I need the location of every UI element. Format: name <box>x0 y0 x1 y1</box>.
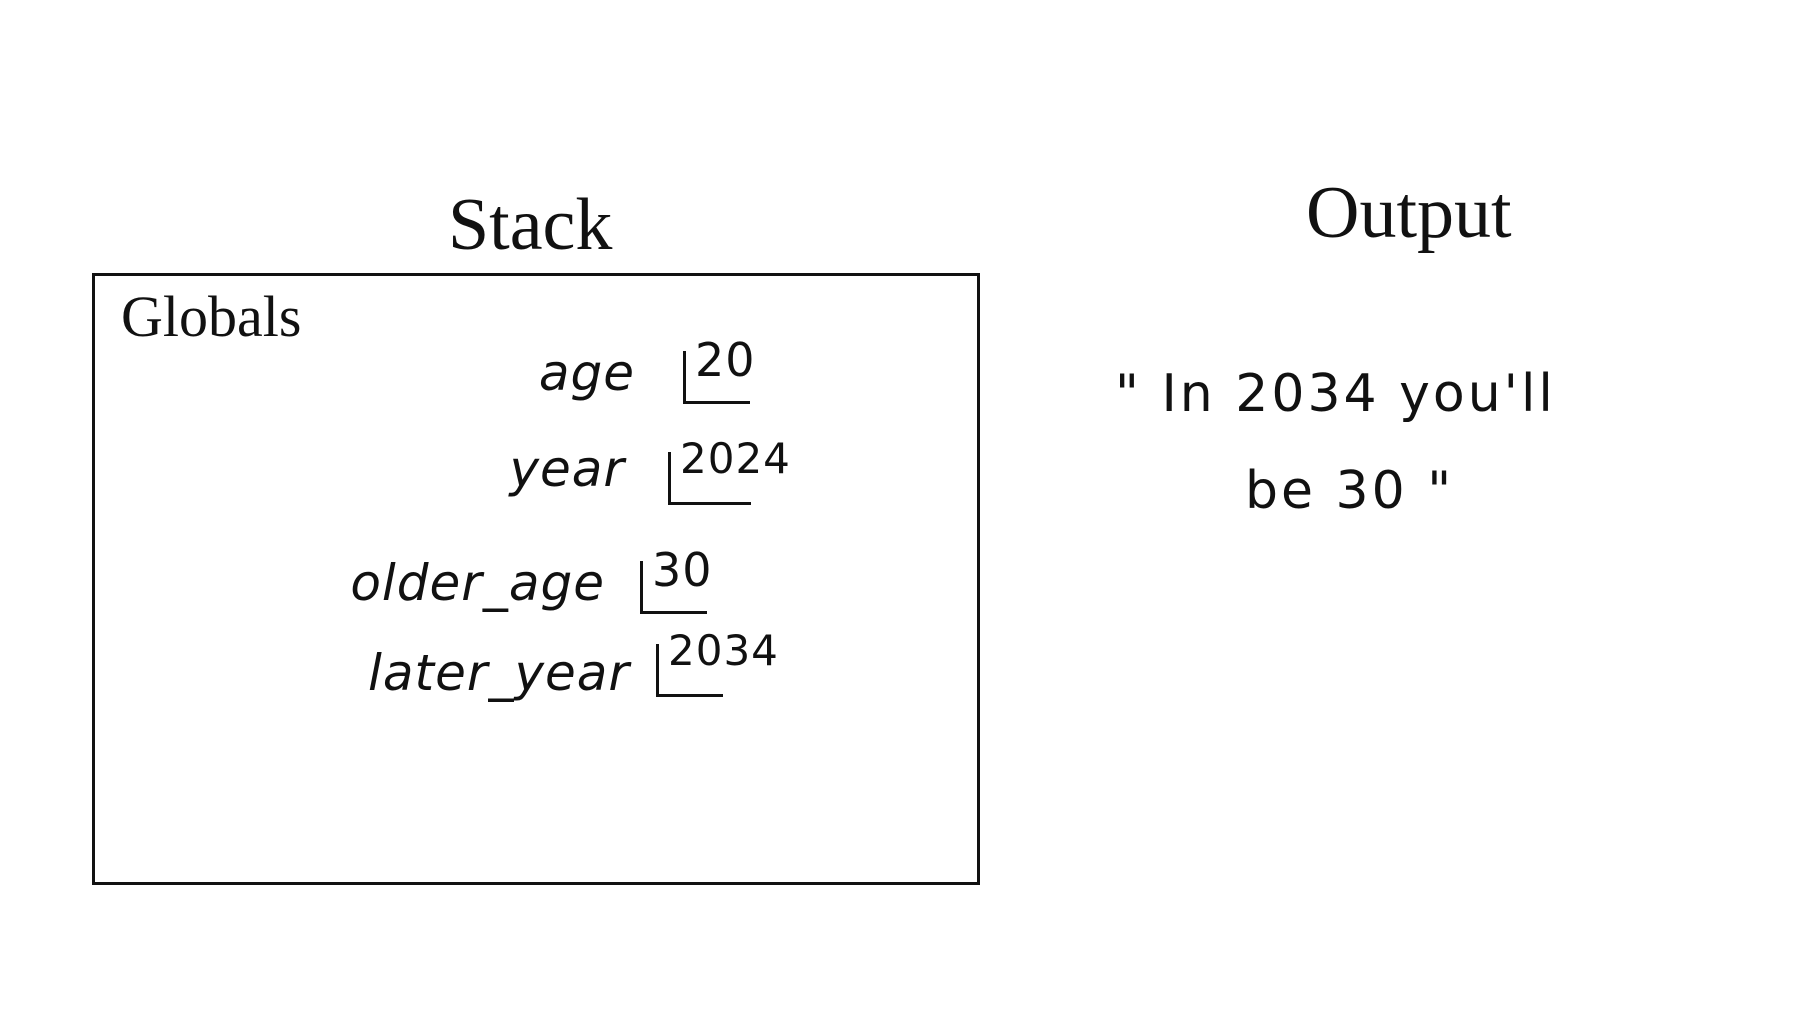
variable-name: year <box>509 440 625 498</box>
variable-name-older-age-row: older_age <box>340 550 605 620</box>
variable-name: later_year <box>367 644 630 702</box>
variable-box-later-year: 2034 <box>656 626 779 700</box>
variable-name-age-row: age <box>480 340 635 410</box>
variable-value: 30 <box>652 543 713 597</box>
output-title: Output <box>1306 172 1512 254</box>
variable-name-year-row: year <box>440 436 625 506</box>
variable-box-older-age: 30 <box>640 547 760 617</box>
frame-label: Globals <box>121 284 302 349</box>
stack-title: Stack <box>448 184 613 266</box>
output-line: be 30 " <box>1245 461 1455 521</box>
output-line: " In 2034 you'll <box>1115 364 1556 424</box>
variable-name: age <box>538 344 635 402</box>
variable-box-corner <box>668 452 751 505</box>
variable-box-corner <box>683 351 750 404</box>
variable-name: older_age <box>350 554 605 612</box>
variable-box-corner <box>640 561 707 614</box>
variable-value: 20 <box>695 333 756 387</box>
variable-box-corner <box>656 644 723 697</box>
variable-box-year: 2024 <box>668 434 791 508</box>
globals-frame: Globals <box>92 273 980 885</box>
variable-box-age: 20 <box>683 337 803 407</box>
variable-value: 2034 <box>668 626 779 675</box>
variable-value: 2024 <box>680 434 791 483</box>
variable-name-later-year-row: later_year <box>355 640 630 710</box>
